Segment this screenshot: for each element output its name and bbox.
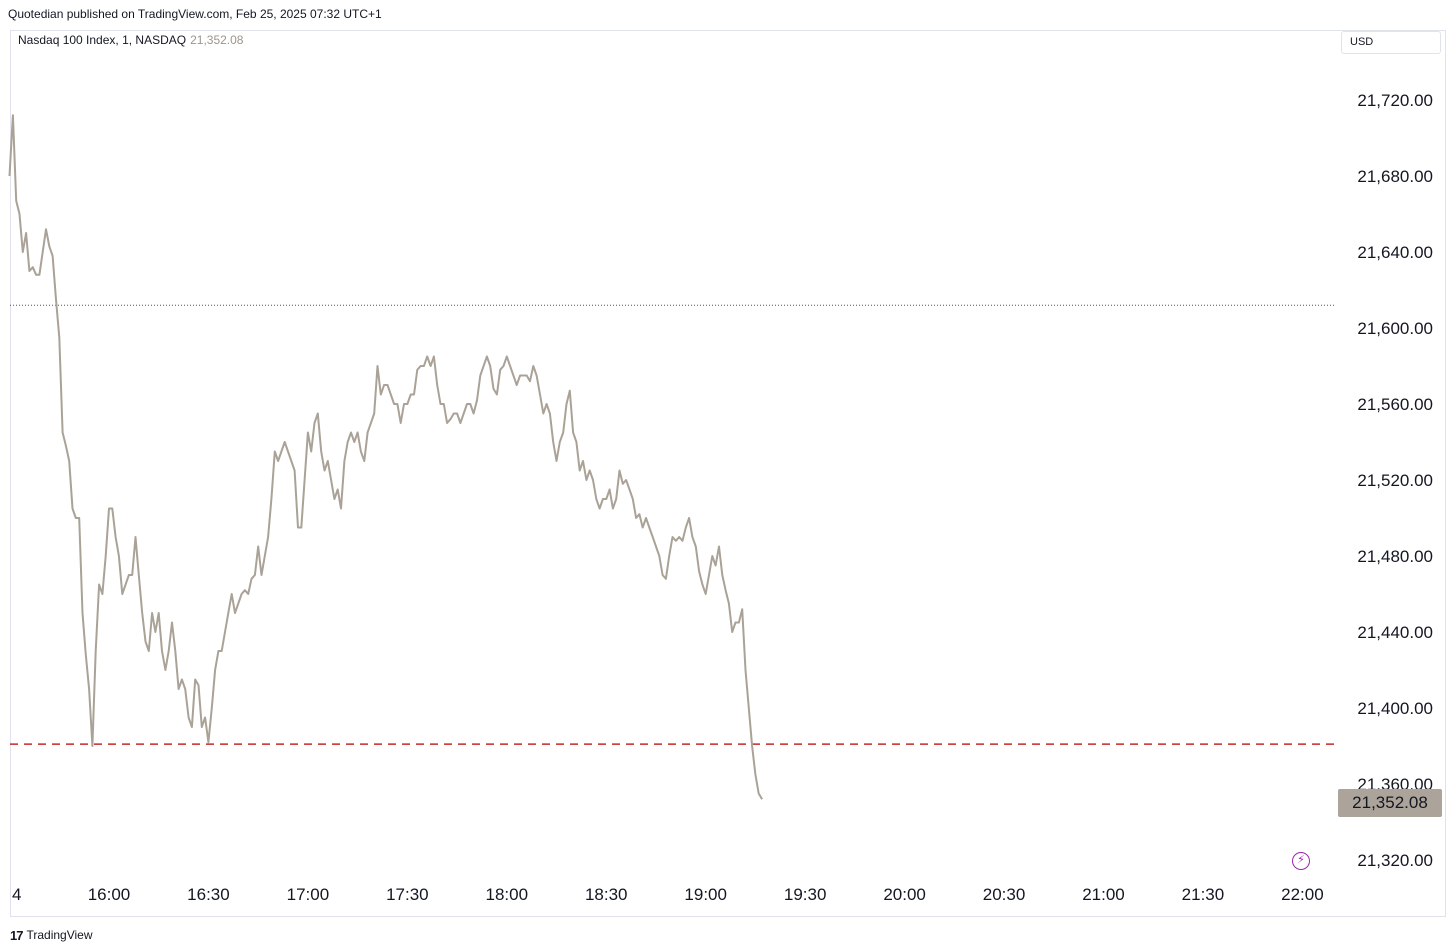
chart-frame [10, 30, 1446, 917]
x-tick-label: 22:00 [1281, 885, 1324, 904]
y-tick-label: 21,400.00 [1357, 699, 1433, 718]
y-tick-label: 21,640.00 [1357, 243, 1433, 262]
y-tick-label: 21,520.00 [1357, 471, 1433, 490]
last-price-tag: 21,352.08 [1338, 789, 1442, 817]
y-tick-label: 21,680.00 [1357, 167, 1433, 186]
legend-last-value: 21,352.08 [190, 33, 244, 47]
y-tick-label: 21,480.00 [1357, 547, 1433, 566]
x-tick-label: 18:30 [585, 885, 628, 904]
y-tick-label: 21,560.00 [1357, 395, 1433, 414]
y-tick-label: 21,440.00 [1357, 623, 1433, 642]
published-caption: Quotedian published on TradingView.com, … [8, 7, 382, 21]
footer-brand: TradingView [26, 928, 93, 942]
footer: 17 TradingView [10, 926, 93, 944]
y-tick-label: 21,600.00 [1357, 319, 1433, 338]
x-tick-label: 20:30 [983, 885, 1026, 904]
x-tick-label: 16:00 [88, 885, 131, 904]
lightning-bolt-icon[interactable]: ⚡ [1292, 852, 1310, 870]
x-tick-label: 21:30 [1182, 885, 1225, 904]
x-tick-label: 17:30 [386, 885, 429, 904]
x-tick-label: 19:00 [684, 885, 727, 904]
tradingview-logo-icon: 17 [10, 927, 24, 943]
x-tick-label: 19:30 [784, 885, 827, 904]
x-tick-label: 4 [12, 885, 21, 904]
x-tick-label: 17:00 [287, 885, 330, 904]
x-tick-label: 18:00 [486, 885, 529, 904]
currency-selector[interactable]: USD [1341, 31, 1441, 54]
y-tick-label: 21,720.00 [1357, 91, 1433, 110]
price-series-line [8, 114, 763, 800]
x-tick-label: 20:00 [883, 885, 926, 904]
symbol-legend[interactable]: Nasdaq 100 Index, 1, NASDAQ 21,352.08 [18, 33, 243, 47]
y-tick-label: 21,320.00 [1357, 851, 1433, 870]
x-tick-label: 16:30 [187, 885, 230, 904]
x-tick-label: 21:00 [1082, 885, 1125, 904]
symbol-label: Nasdaq 100 Index, 1, NASDAQ [18, 33, 187, 47]
